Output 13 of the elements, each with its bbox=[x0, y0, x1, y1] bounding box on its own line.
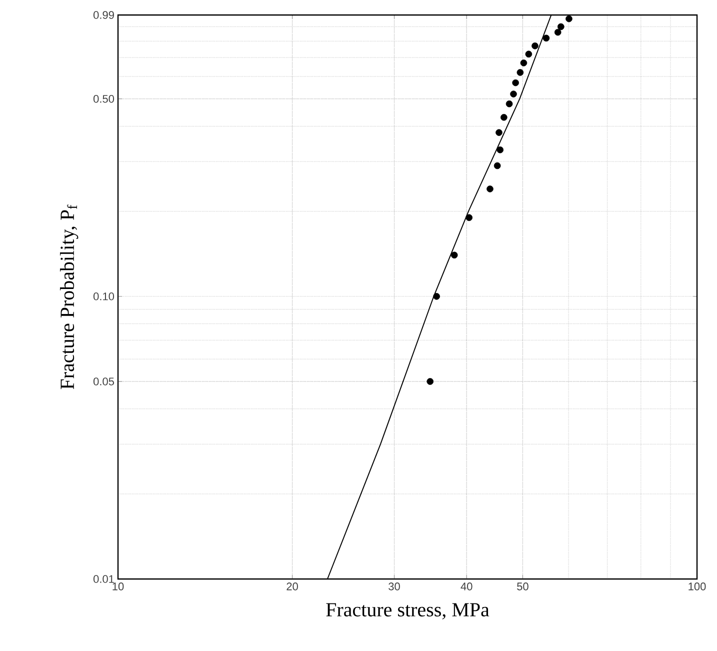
y-tick-label: 0.01 bbox=[93, 575, 114, 583]
x-tick-label: 10 bbox=[112, 582, 124, 590]
x-tick-label: 50 bbox=[517, 582, 528, 590]
y-axis-title: Fracture Probability, P$_{f}$ bbox=[60, 204, 78, 390]
x-axis-title: Fracture stress, MPa bbox=[326, 603, 490, 620]
y-tick-label: 0.10 bbox=[93, 292, 114, 300]
y-tick-label: 0.50 bbox=[93, 94, 114, 103]
y-tick-label: 0.05 bbox=[93, 378, 114, 386]
x-tick-label: 30 bbox=[388, 582, 400, 590]
x-tick-label: 20 bbox=[286, 582, 298, 590]
y-tick-label: 0.99 bbox=[93, 11, 114, 19]
x-tick-label: 40 bbox=[460, 582, 472, 590]
x-tick-label: 100 bbox=[688, 582, 706, 590]
